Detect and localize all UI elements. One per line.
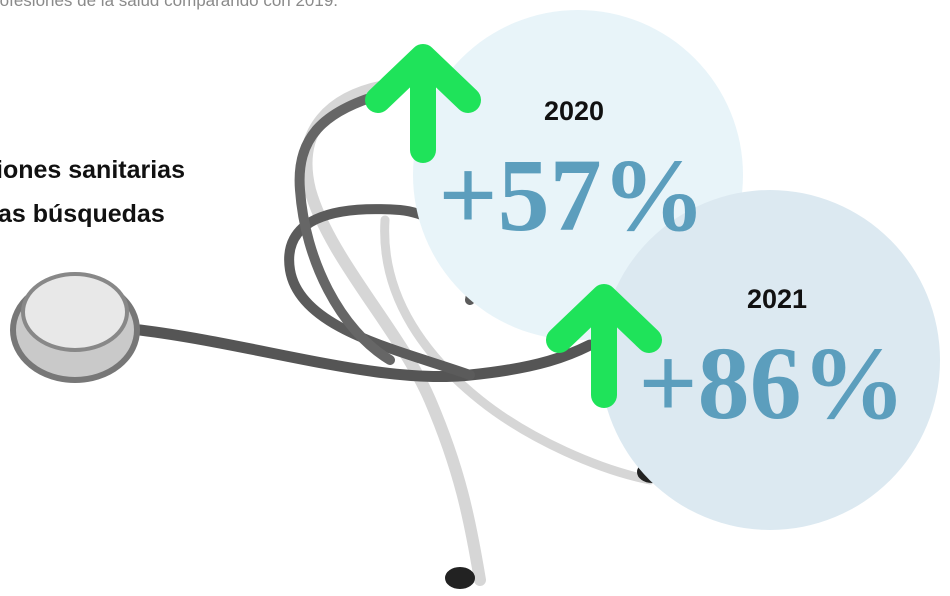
stat-value: +86% (638, 326, 905, 441)
stat-value: +57% (438, 138, 705, 253)
stat-year: 2021 (747, 284, 807, 314)
stat-year: 2020 (544, 96, 604, 126)
infographic: rofesiones de la salud comparando con 20… (0, 0, 950, 596)
headline-line: as búsquedas (0, 200, 165, 228)
headline-line: iones sanitarias (0, 156, 185, 184)
intro-text: rofesiones de la salud comparando con 20… (0, 0, 338, 10)
